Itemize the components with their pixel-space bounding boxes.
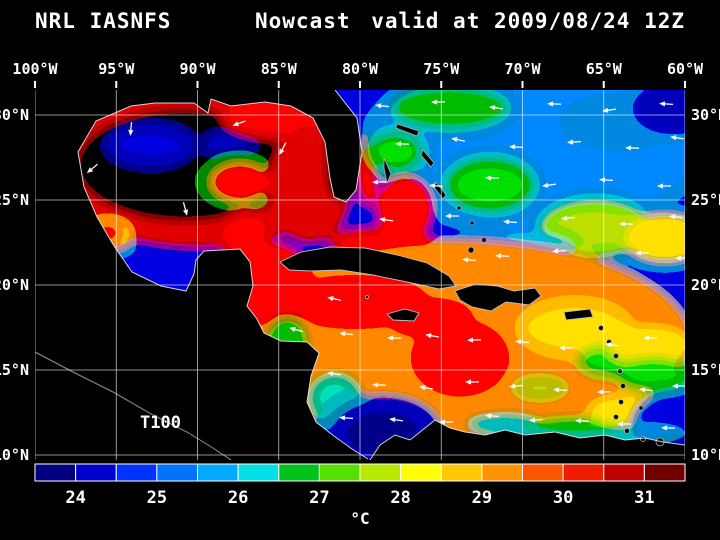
- lat-label: 25°N: [0, 191, 29, 209]
- lon-label: 100°W: [12, 60, 58, 78]
- lon-label: 60°W: [667, 60, 704, 78]
- lat-label: 30°N: [0, 106, 29, 124]
- lat-label: 25°N: [691, 191, 720, 209]
- colorbar-tick: 24: [65, 488, 85, 508]
- colorbar-cell: [562, 463, 605, 482]
- lat-label: 20°N: [0, 276, 29, 294]
- colorbar-cell: [603, 463, 645, 482]
- colorbar-cell: [237, 463, 280, 482]
- lat-label: 20°N: [691, 276, 720, 294]
- colorbar-cell: [278, 463, 320, 482]
- title-run: Nowcast: [255, 9, 351, 33]
- colorbar-cell: [400, 463, 442, 482]
- colorbar-cell: [522, 463, 564, 482]
- lon-tick-marks: [34, 81, 686, 88]
- title-product: NRL IASNFS: [35, 9, 171, 33]
- lon-label: 85°W: [261, 60, 298, 78]
- colorbar: 24 25 26 27 28 29 30 31 °C: [34, 463, 686, 528]
- colorbar-unit: °C: [350, 509, 369, 528]
- colorbar-tick: 25: [147, 488, 167, 508]
- colorbar-tick: 31: [634, 488, 654, 508]
- grid-lines: [35, 90, 685, 460]
- colorbar-cell: [75, 463, 117, 482]
- colorbar-tick: 30: [553, 488, 573, 508]
- colorbar-cell: [197, 463, 239, 482]
- latitude-axis-left: 30°N 25°N 20°N 15°N 10°N: [0, 106, 29, 464]
- colorbar-cell: [359, 463, 402, 482]
- colorbar-cell: [318, 463, 361, 482]
- land-masses: [35, 90, 685, 460]
- field-annotation: T100: [140, 413, 181, 433]
- lon-label: 70°W: [504, 60, 541, 78]
- colorbar-tick-labels: 24 25 26 27 28 29 30 31: [65, 488, 654, 508]
- longitude-axis: 100°W 95°W 90°W 85°W 80°W 75°W 70°W 65°W…: [12, 60, 704, 88]
- colorbar-tick: 29: [472, 488, 492, 508]
- colorbar-tick: 28: [390, 488, 410, 508]
- lon-label: 90°W: [179, 60, 216, 78]
- lat-label: 10°N: [691, 446, 720, 464]
- colorbar-cell: [643, 463, 686, 482]
- lon-label: 95°W: [98, 60, 135, 78]
- lon-label: 65°W: [586, 60, 623, 78]
- colorbar-tick: 26: [228, 488, 248, 508]
- colorbar-cells: [34, 463, 686, 482]
- title-valid-time: valid at 2009/08/24 12Z: [371, 9, 685, 33]
- colorbar-cell: [156, 463, 198, 482]
- colorbar-cell: [34, 463, 77, 482]
- colorbar-tick: 27: [309, 488, 329, 508]
- colorbar-cell: [115, 463, 158, 482]
- lon-label: 80°W: [342, 60, 379, 78]
- latitude-axis-right: 30°N 25°N 20°N 15°N 10°N: [691, 106, 720, 464]
- title-bar: NRL IASNFS Nowcast valid at 2009/08/24 1…: [35, 9, 685, 33]
- coastlines: [35, 90, 685, 460]
- colorbar-cell: [481, 463, 523, 482]
- map-panel: T100: [35, 90, 685, 460]
- lon-label: 75°W: [423, 60, 460, 78]
- lat-label: 10°N: [0, 446, 29, 464]
- lat-label: 15°N: [691, 361, 720, 379]
- colorbar-cell: [440, 463, 483, 482]
- lat-label: 30°N: [691, 106, 720, 124]
- lat-label: 15°N: [0, 361, 29, 379]
